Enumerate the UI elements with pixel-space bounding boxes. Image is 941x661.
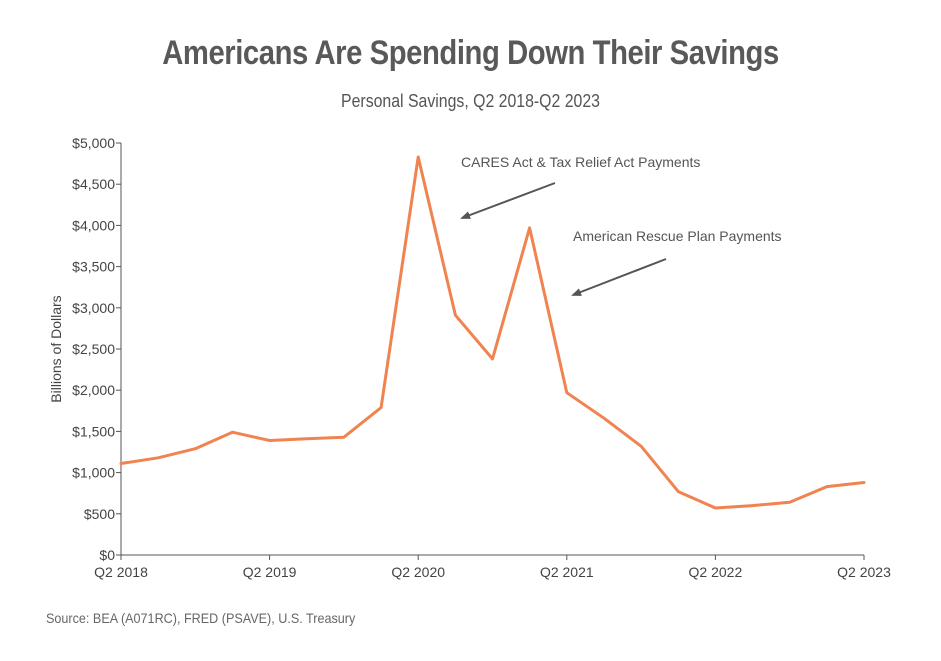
y-tick-label: $0 — [99, 547, 115, 563]
y-axis-ticks: $0 $500 $1,000 $1,500 $2,000 $2,500 $3,000 $3,5… — [72, 135, 121, 563]
y-tick-label: $2,000 — [72, 382, 115, 398]
x-tick-label: Q2 2019 — [243, 564, 297, 580]
y-tick-label: $3,500 — [72, 259, 115, 275]
annotation-cares-act: CARES Act & Tax Relief Act Payments — [461, 154, 700, 170]
annotation-american-rescue-plan-arrow — [571, 258, 667, 296]
x-tick-label: Q2 2020 — [391, 564, 445, 580]
x-tick-label: Q2 2021 — [540, 564, 594, 580]
y-tick-label: $500 — [84, 506, 115, 522]
annotation-cares-act-arrow — [460, 182, 556, 219]
y-tick-label: $3,000 — [72, 300, 115, 316]
source-note: Source: BEA (A071RC), FRED (PSAVE), U.S.… — [46, 610, 356, 626]
annotation-american-rescue-plan: American Rescue Plan Payments — [573, 228, 782, 244]
y-axis-label: Billions of Dollars — [48, 295, 64, 402]
y-tick-label: $2,500 — [72, 341, 115, 357]
y-tick-label: $1,500 — [72, 423, 115, 439]
x-tick-label: Q2 2022 — [689, 564, 743, 580]
x-axis-ticks: Q2 2018 Q2 2019 Q2 2020 Q2 2021 Q2 2022 Q2 20… — [94, 555, 891, 580]
chart-subtitle: Personal Savings, Q2 2018-Q2 2023 — [341, 91, 600, 111]
x-tick-label: Q2 2023 — [837, 564, 891, 580]
series-line-personal-savings — [119, 155, 866, 510]
y-tick-label: $4,500 — [72, 176, 115, 192]
x-tick-label: Q2 2018 — [94, 564, 148, 580]
annotations: CARES Act & Tax Relief Act Payments Amer… — [460, 154, 782, 296]
y-tick-label: $4,000 — [72, 217, 115, 233]
y-tick-label: $1,000 — [72, 465, 115, 481]
chart-title: Americans Are Spending Down Their Saving… — [162, 34, 779, 72]
series-group — [119, 155, 866, 510]
y-tick-label: $5,000 — [72, 135, 115, 151]
